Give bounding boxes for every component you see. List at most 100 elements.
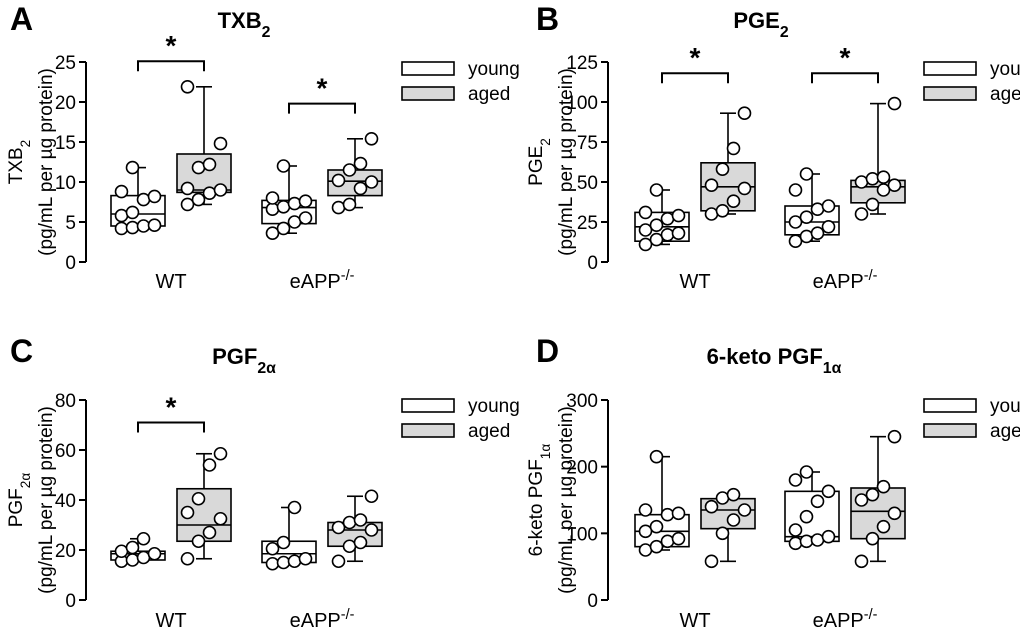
data-point: [125, 160, 140, 175]
data-point: [799, 167, 814, 181]
data-point: [331, 554, 346, 569]
data-point: [364, 132, 379, 146]
y-tick-label: 25: [55, 53, 76, 74]
data-point: [865, 531, 880, 546]
y-tick-label: 5: [65, 213, 76, 234]
box-young-eapp: [261, 159, 317, 240]
significance-bracket: *: [137, 392, 205, 433]
data-point: [887, 96, 902, 111]
data-point: [114, 221, 129, 236]
significance-bracket: *: [288, 73, 356, 114]
box-aged-eapp: [850, 429, 906, 569]
y-tick-label: 20: [55, 541, 76, 562]
data-point: [298, 194, 313, 208]
y-tick-label: 0: [65, 591, 76, 612]
chart-title: PGF2α: [212, 344, 276, 377]
data-point: [114, 184, 129, 199]
data-point: [353, 513, 368, 527]
data-point: [865, 197, 880, 212]
data-point: [887, 506, 902, 521]
data-point: [342, 515, 357, 530]
box-young-eapp: [261, 500, 317, 571]
data-point: [125, 553, 140, 567]
legend-swatch-young: [923, 398, 977, 413]
data-point: [638, 503, 653, 517]
data-point: [298, 211, 313, 225]
legend-label-young: young: [468, 396, 520, 417]
y-tick-label: 60: [55, 441, 76, 462]
data-point: [799, 210, 814, 224]
data-point: [638, 524, 653, 539]
data-point: [276, 200, 291, 214]
chart-title: 6-keto PGF1α: [707, 344, 842, 377]
panel-letter: A: [10, 1, 33, 37]
data-point: [726, 513, 741, 527]
bracket-line: [661, 72, 729, 84]
box-aged-eapp: [850, 96, 906, 221]
data-point: [671, 506, 686, 521]
significance-bracket: *: [137, 30, 205, 72]
x-category-label: eAPP-/-: [813, 268, 878, 293]
data-point: [788, 473, 803, 487]
data-point: [737, 106, 752, 120]
data-point: [287, 500, 302, 515]
data-point: [660, 212, 675, 226]
x-category-label: eAPP-/-: [290, 268, 355, 293]
y-axis-label: TXB2: [6, 140, 33, 185]
legend-label-young: young: [990, 59, 1020, 80]
data-point: [353, 181, 368, 196]
legend-swatch-aged: [923, 86, 977, 101]
data-point: [331, 200, 346, 215]
box-young-wt: [110, 531, 166, 569]
box-young-eapp: [784, 465, 840, 551]
data-point: [202, 525, 217, 540]
data-point: [887, 429, 902, 444]
data-point: [737, 181, 752, 196]
box-aged-wt: [176, 446, 232, 566]
data-point: [876, 183, 891, 197]
data-point: [342, 163, 357, 177]
data-point: [353, 535, 368, 550]
data-point: [147, 218, 162, 232]
data-point: [202, 157, 217, 172]
panel-letter: C: [10, 333, 33, 369]
box-aged-eapp: [327, 489, 383, 569]
y-tick-label: 300: [566, 391, 598, 412]
data-point: [810, 226, 825, 240]
data-point: [191, 160, 206, 175]
box-young-wt: [634, 449, 690, 557]
y-axis-unit-label: (pg/mL per µg protein): [36, 406, 57, 594]
box-young-eapp: [784, 167, 840, 248]
box-young-wt: [110, 160, 166, 236]
significance-star: *: [690, 42, 701, 73]
data-point: [265, 556, 280, 571]
bracket-line: [811, 72, 879, 84]
y-axis-label: 6-keto PGF1α: [526, 444, 553, 557]
data-point: [788, 183, 803, 197]
data-point: [876, 170, 891, 184]
data-point: [649, 183, 664, 197]
chart-title: TXB2: [218, 8, 271, 41]
data-point: [180, 505, 195, 520]
data-point: [810, 494, 825, 509]
data-point: [342, 197, 357, 212]
legend-label-aged: aged: [468, 84, 510, 105]
data-point: [364, 175, 379, 189]
data-point: [276, 221, 291, 236]
x-category-label: WT: [155, 610, 186, 632]
y-tick-label: 10: [55, 173, 76, 194]
data-point: [265, 202, 280, 216]
data-point: [726, 487, 741, 502]
data-point: [726, 194, 741, 208]
data-point: [265, 191, 280, 205]
data-point: [788, 215, 803, 229]
data-point: [715, 526, 730, 541]
data-point: [638, 543, 653, 557]
panel-letter: B: [536, 1, 559, 37]
data-point: [671, 226, 686, 240]
box-aged-wt: [176, 80, 232, 212]
data-point: [810, 202, 825, 216]
data-point: [854, 175, 869, 189]
